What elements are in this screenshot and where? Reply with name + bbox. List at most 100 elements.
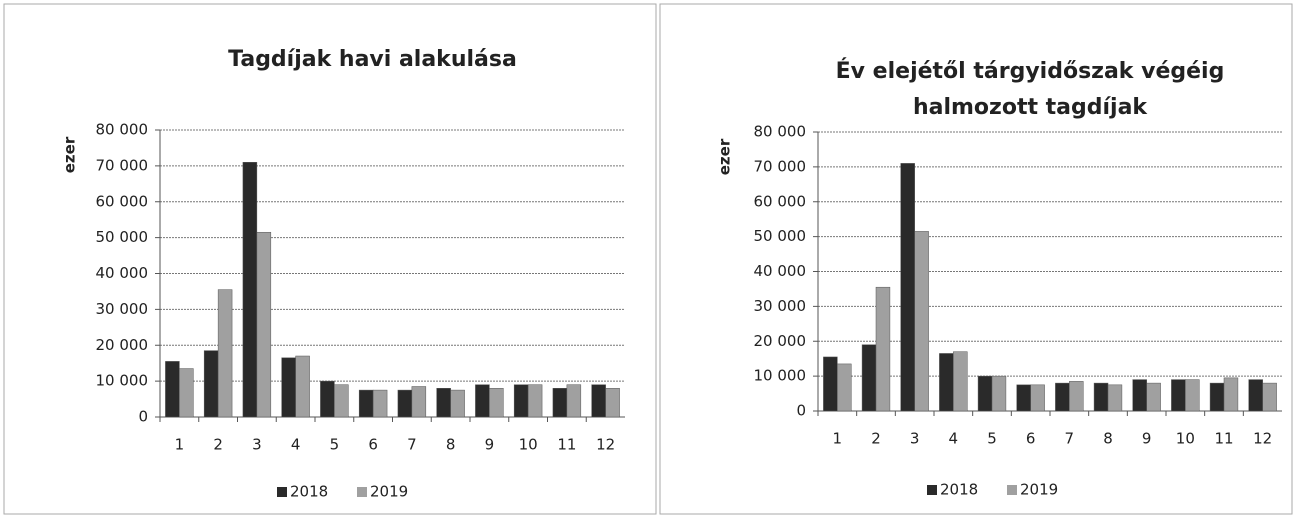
x-tick-label: 11 [1214, 430, 1233, 448]
x-tick-label: 6 [368, 436, 378, 454]
bar [179, 368, 194, 418]
legend-label: 2018 [940, 481, 978, 499]
x-tick-label: 2 [213, 436, 223, 454]
x-tick-label: 7 [1065, 430, 1075, 448]
bar [605, 388, 620, 418]
panel-border [659, 3, 1293, 515]
bar [334, 384, 349, 418]
bar [837, 363, 852, 412]
x-tick-label: 12 [1253, 430, 1272, 448]
bar [165, 361, 180, 418]
bar [256, 231, 272, 418]
chart-title: halmozott tagdíjak [913, 95, 1148, 120]
bar [1016, 384, 1031, 412]
y-tick-label: 10 000 [96, 372, 149, 390]
bar [900, 163, 915, 412]
bar [991, 375, 1007, 412]
x-tick-label: 3 [252, 436, 262, 454]
bar [1030, 384, 1045, 412]
x-tick-label: 6 [1026, 430, 1036, 448]
bar [295, 355, 310, 418]
bar [875, 286, 891, 412]
bar [977, 375, 993, 412]
x-tick-label: 1 [175, 436, 185, 454]
x-tick-label: 9 [1142, 430, 1152, 448]
y-tick-label: 50 000 [754, 227, 807, 245]
bar [436, 388, 451, 418]
legend-label: 2019 [1020, 481, 1058, 499]
bar [281, 357, 296, 418]
bar [1093, 382, 1109, 412]
y-axis-label: ezer [61, 136, 79, 173]
y-tick-label: 0 [138, 408, 148, 426]
legend-label: 2018 [290, 483, 328, 501]
x-tick-label: 4 [291, 436, 301, 454]
bar [953, 351, 968, 412]
bar [450, 389, 465, 418]
bar [397, 389, 413, 418]
bar [475, 384, 490, 418]
bar [320, 380, 335, 418]
x-tick-label: 5 [330, 436, 340, 454]
x-tick-label: 1 [833, 430, 843, 448]
y-tick-label: 80 000 [96, 121, 149, 139]
y-tick-label: 30 000 [754, 297, 807, 315]
legend-label: 2019 [370, 483, 408, 501]
x-tick-label: 10 [519, 436, 538, 454]
y-tick-label: 70 000 [754, 157, 807, 175]
bar [861, 344, 877, 412]
bar [411, 386, 427, 418]
y-tick-label: 40 000 [96, 264, 149, 282]
y-tick-label: 50 000 [96, 228, 149, 246]
bar [1055, 382, 1070, 412]
bar [566, 384, 582, 418]
legend-swatch [927, 485, 937, 495]
legend-swatch [1007, 485, 1017, 495]
bar [552, 388, 568, 418]
y-tick-label: 0 [796, 402, 806, 420]
bar [1146, 382, 1161, 412]
x-tick-label: 11 [557, 436, 576, 454]
bar [1132, 379, 1147, 412]
y-tick-label: 60 000 [754, 192, 807, 210]
y-tick-label: 10 000 [754, 367, 807, 385]
y-tick-label: 60 000 [96, 192, 149, 210]
bar [1171, 379, 1186, 412]
x-tick-label: 8 [1103, 430, 1113, 448]
y-tick-label: 20 000 [96, 336, 149, 354]
y-tick-label: 30 000 [96, 300, 149, 318]
x-tick-label: 10 [1176, 430, 1195, 448]
y-tick-label: 40 000 [754, 262, 807, 280]
x-tick-label: 8 [446, 436, 456, 454]
bar [1107, 384, 1123, 412]
bar [823, 356, 838, 412]
legend-swatch [357, 487, 367, 497]
bar [939, 353, 954, 412]
y-axis-label: ezer [716, 138, 734, 175]
bar [372, 389, 388, 418]
bar [217, 289, 233, 418]
bar [358, 389, 374, 418]
y-tick-label: 20 000 [754, 332, 807, 350]
bar [527, 384, 543, 418]
bar [1248, 379, 1263, 412]
bar [591, 384, 606, 418]
x-tick-label: 7 [407, 436, 417, 454]
bar [1209, 382, 1225, 412]
x-tick-label: 5 [987, 430, 997, 448]
bar [489, 388, 504, 418]
legend-swatch [277, 487, 287, 497]
bar [203, 350, 219, 418]
bar [1262, 382, 1277, 412]
bar [513, 384, 529, 418]
bar [1185, 379, 1200, 412]
y-tick-label: 70 000 [96, 156, 149, 174]
bar [242, 162, 258, 418]
bar [1069, 381, 1084, 412]
x-tick-label: 9 [485, 436, 495, 454]
chart-title: Tagdíjak havi alakulása [228, 47, 517, 72]
x-tick-label: 3 [910, 430, 920, 448]
bar [914, 231, 929, 412]
x-tick-label: 2 [871, 430, 881, 448]
